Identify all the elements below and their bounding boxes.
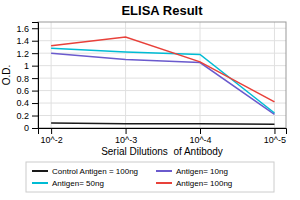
series-line: [51, 123, 274, 124]
tick-mark: [32, 28, 38, 29]
legend-item: Antigen= 50ng: [32, 179, 104, 188]
tick-mark: [126, 128, 127, 134]
legend-swatch: [156, 182, 172, 184]
tick-mark: [274, 128, 275, 134]
tick-label: 1.6: [16, 24, 29, 34]
axis-line: [32, 23, 39, 129]
tick: 1.6: [16, 24, 38, 34]
grid-line: [38, 103, 286, 104]
tick: 10^-3: [115, 128, 137, 145]
tick-mark: [51, 128, 52, 134]
grid: [38, 22, 286, 128]
legend-swatch: [32, 182, 48, 184]
legend-label: Antigen= 10ng: [176, 167, 228, 176]
legend-label: Antigen= 50ng: [52, 179, 104, 188]
grid-line: [200, 22, 201, 128]
tick-label: 0.6: [16, 86, 29, 96]
legend-item: Control Antigen = 100ng: [32, 167, 138, 176]
legend-item: Antigen= 10ng: [156, 167, 228, 176]
tick-label: 1.4: [16, 36, 29, 46]
legend-item: Antigen= 100ng: [156, 179, 232, 188]
axis-line: [39, 129, 287, 135]
tick-label: 10^-4: [189, 135, 211, 145]
plot-frame: [38, 22, 286, 128]
tick: 0.4: [16, 98, 38, 108]
chart: 10^-2 10^-3 10^-4 10^-5 0 0.2 0.4 0.6 0.8 1 1.2 1.4…: [0, 0, 300, 200]
tick-mark: [32, 78, 38, 79]
tick: 0.2: [16, 111, 38, 121]
title: ELISA Result: [121, 3, 203, 18]
series-line: [51, 37, 274, 102]
tick-mark: [32, 41, 38, 42]
x-axis: 10^-2 10^-3 10^-4 10^-5: [39, 128, 287, 145]
tick: 1: [24, 61, 38, 71]
tick-label: 10^-5: [264, 135, 286, 145]
tick-mark: [32, 53, 38, 54]
plot: 10^-2 10^-3 10^-4 10^-5 0 0.2 0.4 0.6 0.8 1 1.2 1.4…: [16, 22, 286, 145]
tick-label: 1.2: [16, 49, 29, 59]
series-line: [51, 48, 274, 113]
tick-label: 0.4: [16, 98, 29, 108]
tick-label: 1: [24, 61, 29, 71]
grid-line: [38, 28, 286, 29]
grid-line: [125, 22, 126, 128]
tick-mark: [200, 128, 201, 134]
tick: 0.8: [16, 73, 38, 83]
tick-mark: [32, 116, 38, 117]
grid-line: [51, 22, 52, 128]
tick: 10^-2: [40, 128, 62, 145]
legend: Control Antigen = 100ng Antigen= 10ng Anti…: [26, 162, 274, 192]
grid-line: [38, 90, 286, 91]
legend-swatch: [32, 170, 48, 172]
tick-mark: [32, 103, 38, 104]
legend-frame: [26, 162, 274, 192]
tick: 0.6: [16, 86, 38, 96]
tick-mark: [32, 91, 38, 92]
tick: 1.2: [16, 49, 38, 59]
tick-mark: [32, 128, 38, 129]
grid-line: [38, 40, 286, 41]
tick-label: 10^-2: [40, 135, 62, 145]
y-axis: 0 0.2 0.4 0.6 0.8 1 1.2 1.4 1.6: [16, 23, 38, 134]
y-axis-title: O.D.: [1, 65, 12, 86]
tick-label: 0.8: [16, 73, 29, 83]
tick-mark: [32, 66, 38, 67]
grid-line: [38, 65, 286, 66]
legend-label: Antigen= 100ng: [176, 179, 232, 188]
tick-label: 0: [24, 123, 29, 133]
tick: 10^-5: [264, 128, 286, 145]
legend-swatch: [156, 170, 172, 172]
grid-line: [38, 115, 286, 116]
x-axis-title: Serial Dilutions of Antibody: [101, 146, 223, 157]
tick: 1.4: [16, 36, 38, 46]
tick: 10^-4: [189, 128, 211, 145]
tick: 0: [24, 123, 38, 133]
tick-label: 10^-3: [115, 135, 137, 145]
legend-label: Control Antigen = 100ng: [52, 167, 138, 176]
lines: [51, 37, 274, 124]
tick-label: 0.2: [16, 111, 29, 121]
grid-line: [38, 78, 286, 79]
